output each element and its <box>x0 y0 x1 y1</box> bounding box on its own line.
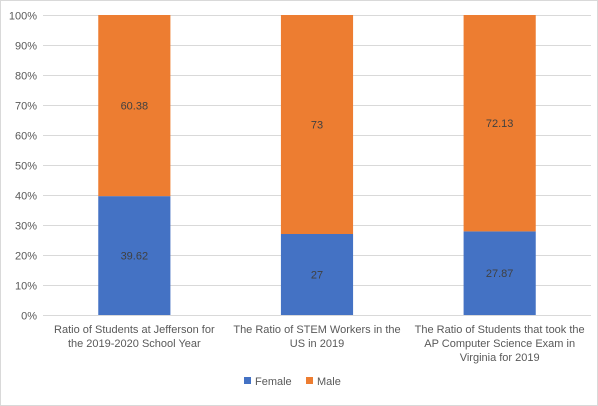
legend-swatch <box>306 377 313 384</box>
category-label: The Ratio of Students that took the AP Co… <box>415 324 585 364</box>
y-tick-label: 40% <box>15 191 37 203</box>
y-tick-label: 60% <box>15 131 37 143</box>
category-label: The Ratio of STEM Workers in the US in 20… <box>233 324 400 350</box>
legend: Female Male <box>244 376 341 388</box>
category-label-line: US in 2019 <box>290 338 344 350</box>
x-axis-categories: Ratio of Students at Jefferson for the 20… <box>54 324 585 364</box>
bar-segment <box>463 15 536 232</box>
bar-segment <box>98 15 171 197</box>
bars: 39.62 60.38 27 73 27.87 72.13 <box>98 15 536 315</box>
y-tick-label: 30% <box>15 221 37 233</box>
bar-segment <box>463 231 536 315</box>
data-label: 73 <box>311 120 323 132</box>
data-label: 27.87 <box>486 268 514 280</box>
y-tick-label: 20% <box>15 251 37 263</box>
category-label-line: The Ratio of Students that took the <box>415 324 585 336</box>
y-tick-label: 10% <box>15 281 37 293</box>
y-tick-label: 0% <box>21 311 37 323</box>
category-label-line: AP Computer Science Exam in <box>424 338 575 350</box>
data-label: 39.62 <box>121 251 149 263</box>
bar-segment <box>280 15 354 234</box>
category-label-line: The Ratio of STEM Workers in the <box>233 324 400 336</box>
y-axis-ticks: 0% 10% 20% 30% 40% 50% 60% 70% 80% 90% 100% <box>9 11 37 323</box>
legend-label: Female <box>255 376 292 388</box>
category-label-line: Virginia for 2019 <box>460 352 540 364</box>
y-tick-label: 70% <box>15 101 37 113</box>
y-tick-label: 90% <box>15 41 37 53</box>
legend-swatch <box>244 377 251 384</box>
category-label: Ratio of Students at Jefferson for the 20… <box>54 324 215 350</box>
y-tick-label: 80% <box>15 71 37 83</box>
y-tick-label: 100% <box>9 11 37 23</box>
y-tick-label: 50% <box>15 161 37 173</box>
bar-segment <box>98 196 171 315</box>
category-label-line: Ratio of Students at Jefferson for <box>54 324 215 336</box>
category-label-line: the 2019-2020 School Year <box>68 338 201 350</box>
data-label: 72.13 <box>486 118 514 130</box>
bar-segment <box>280 234 354 315</box>
legend-label: Male <box>317 376 341 388</box>
data-label: 60.38 <box>121 101 149 113</box>
data-label: 27 <box>311 270 323 282</box>
